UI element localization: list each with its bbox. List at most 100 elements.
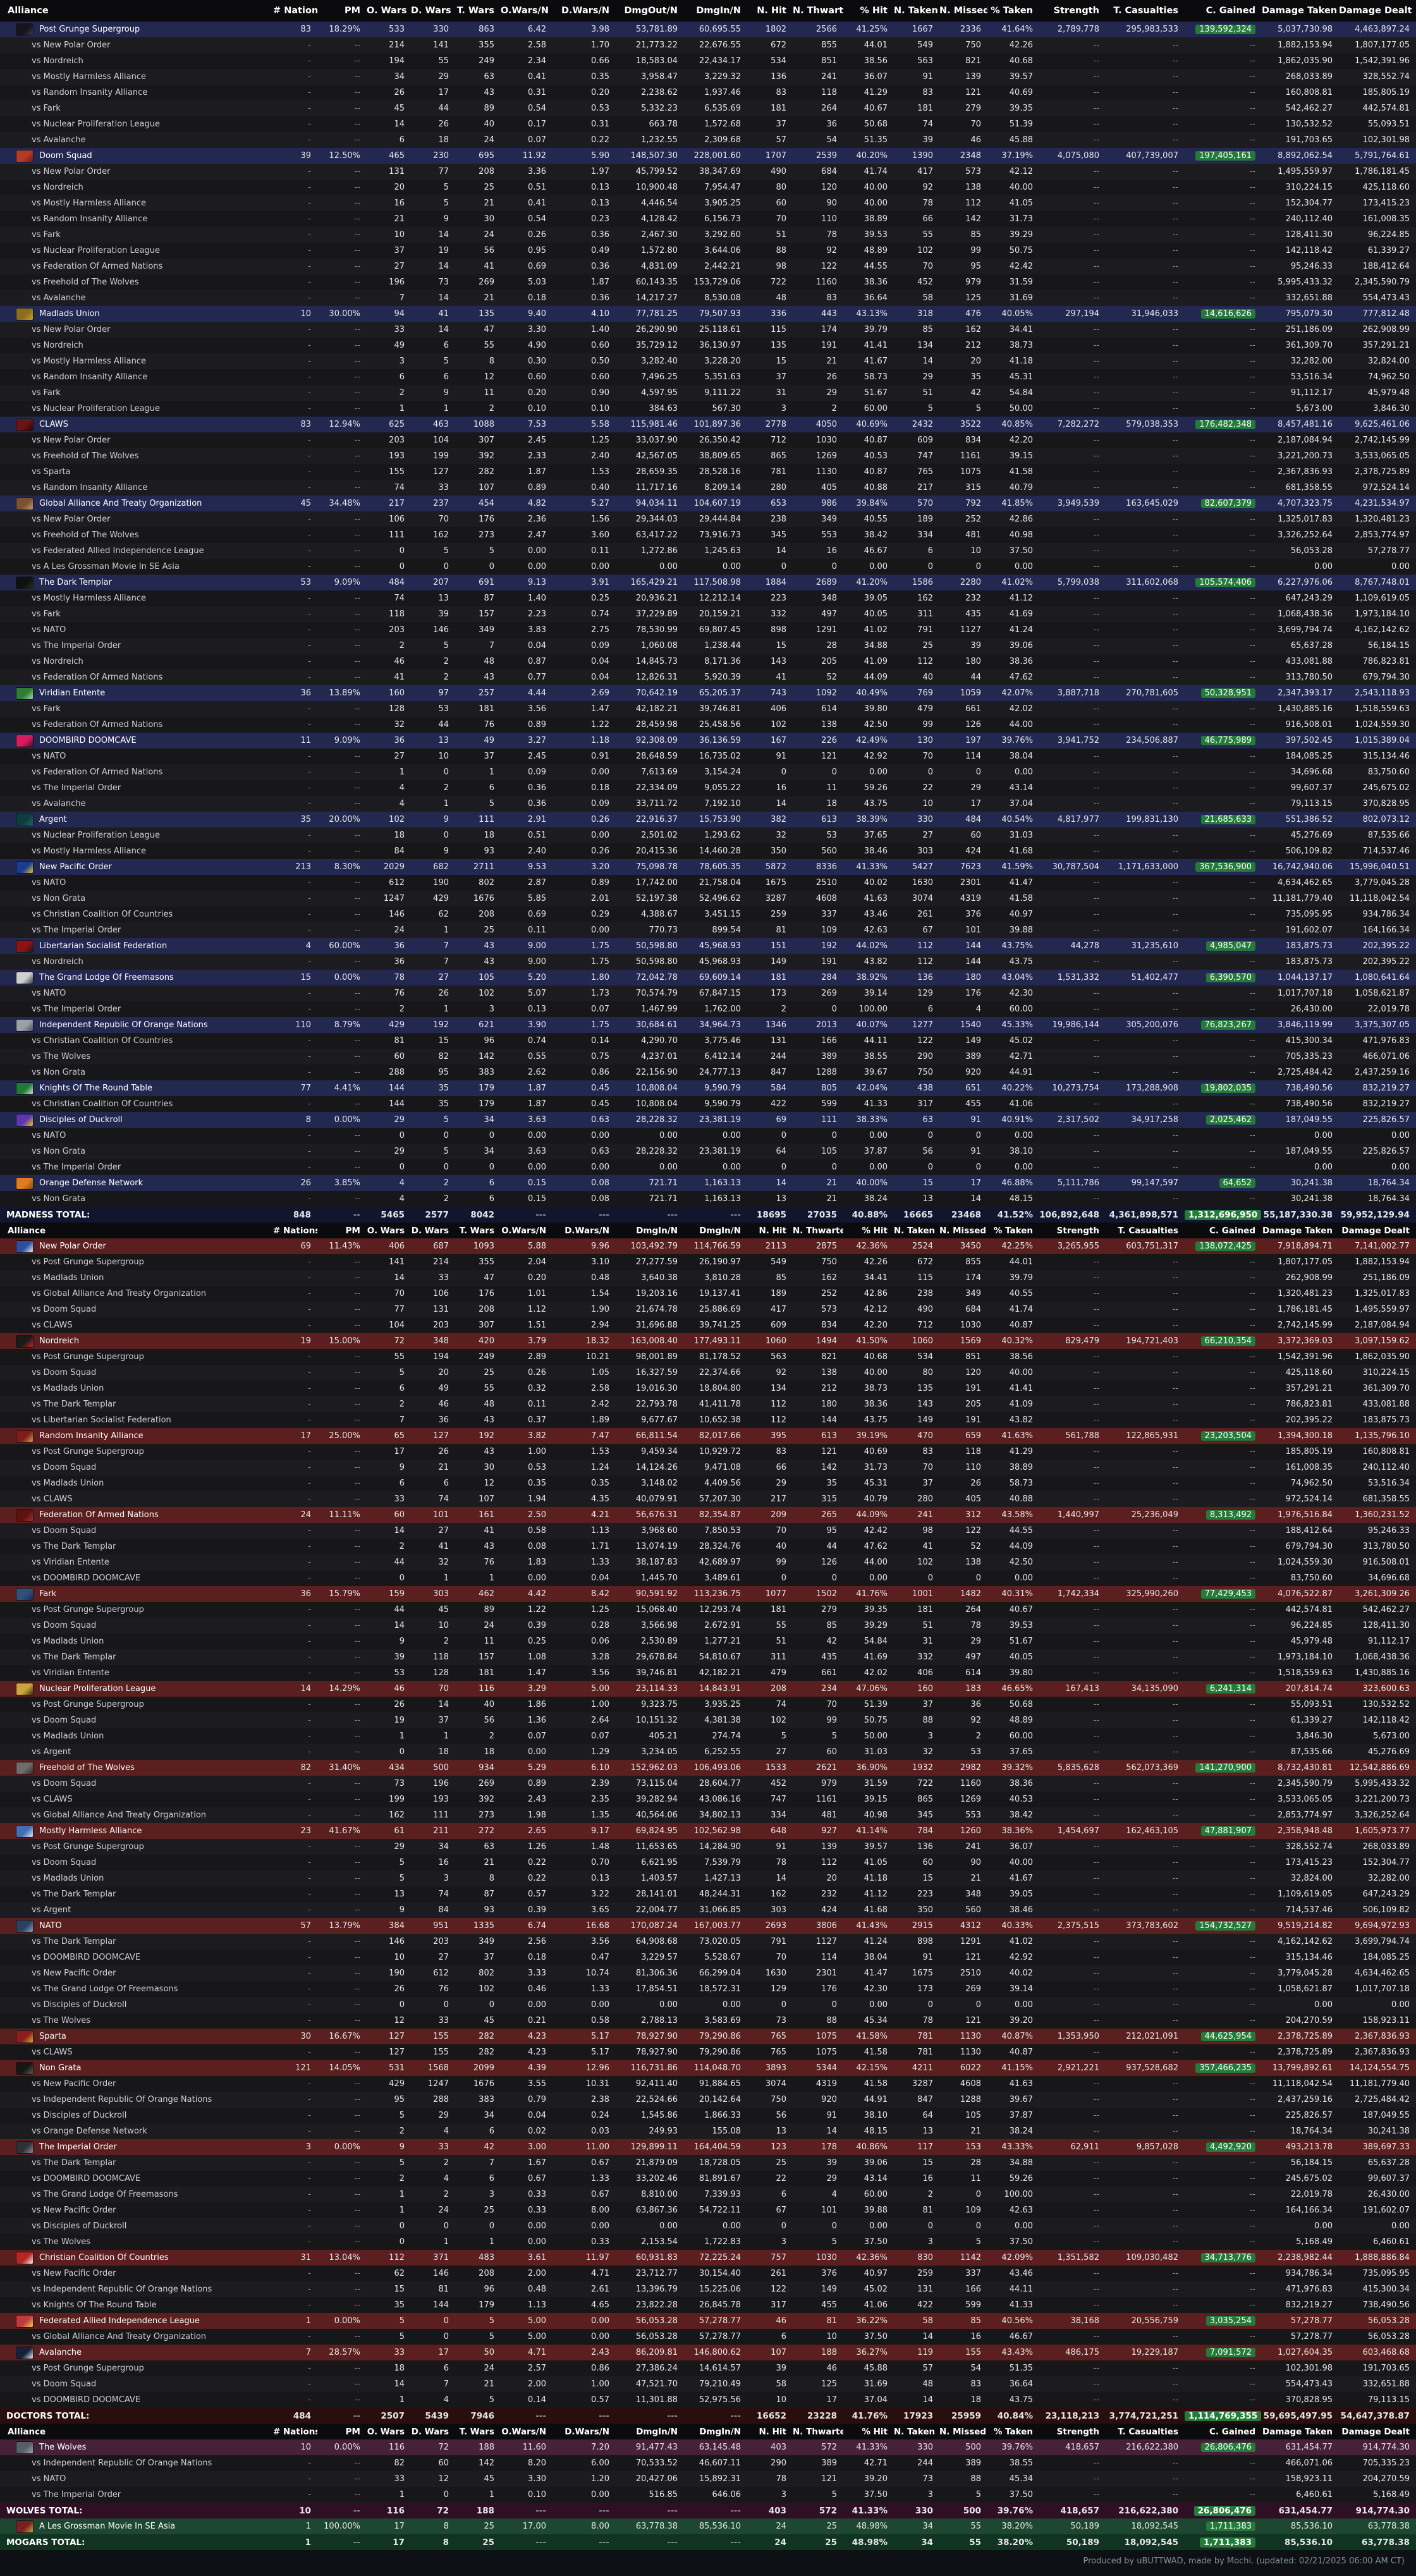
cell-d-wars: 1	[443, 1731, 449, 1741]
cell-pct-taken: 41.58	[1009, 894, 1033, 903]
cell-damage-taken: 2,347,393.17	[1278, 688, 1333, 698]
cell-n-taken: 14	[922, 2395, 933, 2405]
column-header-dmgout-n[interactable]: DmgOut/N	[624, 5, 678, 16]
column-header-n-taken[interactable]: N. Taken	[894, 1225, 936, 1236]
column-header-nations[interactable]: # Nations	[273, 1225, 317, 1236]
column-header-strength[interactable]: Strength	[1056, 1225, 1099, 1236]
cell-nations: -	[308, 657, 311, 666]
column-header-t-casualties[interactable]: T. Casualties	[1113, 5, 1178, 16]
column-header-n-thwarted[interactable]: N. Thwarted	[793, 5, 843, 16]
cell-d-wars-n: 0.45	[591, 1084, 609, 1093]
cell-damage-taken: 705,335.23	[1285, 1052, 1333, 1061]
cell-dmgout-n: 22,156.90	[635, 1068, 678, 1077]
column-header-alliance[interactable]: Alliance	[8, 5, 49, 16]
column-header-o-wars[interactable]: O. Wars	[367, 5, 407, 16]
column-header-n-missed[interactable]: N. Missed	[939, 5, 987, 16]
cell-dmgout-n: 40,564.06	[635, 1810, 678, 1820]
column-header-t-casualties[interactable]: T. Casualties	[1118, 1225, 1178, 1236]
column-header-n-thwarted[interactable]: N. Thwarted	[793, 2426, 843, 2437]
cell-damage-taken: 99,607.37	[1290, 783, 1333, 793]
cell-damage-dealt: 3,261,309.26	[1355, 1589, 1410, 1599]
column-header-pm[interactable]: PM	[345, 1225, 360, 1236]
column-header-t-casualties[interactable]: T. Casualties	[1118, 2426, 1178, 2437]
column-header-dmgout-n[interactable]: DmgIn/N	[636, 2426, 678, 2437]
column-header-damage-dealt[interactable]: Damage Dealt	[1341, 2426, 1410, 2437]
column-header-o-wars-n[interactable]: O.Wars/N	[501, 2426, 546, 2437]
cell-dmgin-n: 18,804.80	[699, 1384, 741, 1393]
cell-damage-taken: 1,973,184.10	[1278, 1652, 1333, 1662]
column-header-pm[interactable]: PM	[344, 5, 360, 16]
cell-nations: -	[308, 1984, 311, 1994]
matchup-sub-row: vs Sparta - -- 155 127 282 1.87 1.53 28,659.35 28…	[0, 464, 1416, 480]
cell-t-casualties: 407,739,007	[1126, 151, 1178, 161]
cell-t-casualties: --	[1172, 783, 1178, 793]
column-header-pct-hit[interactable]: % Hit	[862, 2426, 888, 2437]
cell-dmgout-n: 0.00	[659, 1163, 678, 1172]
cell-damage-taken: 11,118,042.54	[1272, 2079, 1333, 2089]
cell-t-casualties: --	[1172, 641, 1178, 650]
column-header-pct-hit[interactable]: % Hit	[860, 5, 888, 16]
column-header-pct-taken[interactable]: % Taken	[993, 2426, 1033, 2437]
cell-damage-taken: 832,219.27	[1285, 2300, 1333, 2310]
column-header-d-wars-n[interactable]: D.Wars/N	[561, 5, 609, 16]
column-header-c-gained[interactable]: C. Gained	[1205, 5, 1255, 16]
column-header-n-thwarted[interactable]: N. Thwarted	[793, 1225, 843, 1236]
column-header-damage-taken[interactable]: Damage Taken	[1262, 5, 1338, 16]
column-header-t-wars[interactable]: T. Wars	[456, 5, 494, 16]
column-header-c-gained[interactable]: C. Gained	[1209, 2426, 1255, 2437]
cell-n-missed: 174	[965, 1273, 981, 1283]
cell-c-gained: --	[1249, 1368, 1255, 1377]
column-header-t-wars[interactable]: T. Wars	[459, 2426, 494, 2437]
cell-dmgout-n: 103,492.79	[630, 1242, 678, 1251]
column-header-damage-dealt[interactable]: Damage Dealt	[1339, 5, 1412, 16]
column-header-alliance[interactable]: Alliance	[8, 2426, 46, 2437]
column-header-n-missed[interactable]: N. Missed	[939, 2426, 987, 2437]
column-header-damage-dealt[interactable]: Damage Dealt	[1341, 1225, 1410, 1236]
column-header-d-wars[interactable]: D. Wars	[411, 5, 451, 16]
cell-dmgout-n: 721.71	[649, 1178, 678, 1188]
column-header-n-taken[interactable]: N. Taken	[894, 5, 938, 16]
column-header-strength[interactable]: Strength	[1056, 2426, 1099, 2437]
cell-t-casualties: 163,645,029	[1126, 499, 1178, 508]
column-header-o-wars-n[interactable]: O.Wars/N	[501, 5, 549, 16]
column-header-nations[interactable]: # Nations	[273, 5, 317, 16]
cell-pm: --	[354, 1131, 360, 1140]
cell-n-taken: 1586	[912, 578, 933, 587]
column-header-dmgin-n[interactable]: DmgIn/N	[699, 2426, 741, 2437]
column-header-n-hit[interactable]: N. Hit	[759, 2426, 786, 2437]
column-header-dmgin-n[interactable]: DmgIn/N	[699, 1225, 741, 1236]
column-header-n-hit[interactable]: N. Hit	[759, 1225, 786, 1236]
cell-n-taken: 3	[927, 1731, 933, 1741]
cell-t-casualties: --	[1172, 1305, 1178, 1314]
column-header-damage-taken[interactable]: Damage Taken	[1262, 2426, 1333, 2437]
column-header-o-wars[interactable]: O. Wars	[367, 1225, 405, 1236]
column-header-d-wars[interactable]: D. Wars	[411, 1225, 449, 1236]
column-header-pct-hit[interactable]: % Hit	[862, 1225, 888, 1236]
column-header-n-hit[interactable]: N. Hit	[757, 5, 786, 16]
column-header-pm[interactable]: PM	[345, 2426, 360, 2437]
cell-t-casualties: --	[1172, 752, 1178, 761]
column-header-n-missed[interactable]: N. Missed	[939, 1225, 987, 1236]
column-header-strength[interactable]: Strength	[1053, 5, 1099, 16]
column-header-o-wars-n[interactable]: O.Wars/N	[501, 1225, 546, 1236]
cell-d-wars-n: 0.53	[591, 104, 609, 113]
column-header-t-wars[interactable]: T. Wars	[459, 1225, 494, 1236]
cell-strength: --	[1093, 1004, 1099, 1014]
column-header-nations[interactable]: # Nations	[273, 2426, 317, 2437]
column-header-damage-taken[interactable]: Damage Taken	[1262, 1225, 1333, 1236]
column-header-d-wars[interactable]: D. Wars	[411, 2426, 449, 2437]
column-header-alliance[interactable]: Alliance	[8, 1225, 46, 1236]
cell-n-missed: 197	[965, 736, 981, 745]
column-header-pct-taken[interactable]: % Taken	[991, 5, 1033, 16]
column-header-o-wars[interactable]: O. Wars	[367, 2426, 405, 2437]
cell-pct-hit: 34.41	[864, 1273, 888, 1283]
column-header-pct-taken[interactable]: % Taken	[993, 1225, 1033, 1236]
column-header-c-gained[interactable]: C. Gained	[1209, 1225, 1255, 1236]
column-header-n-taken[interactable]: N. Taken	[894, 2426, 936, 2437]
cell-n-thwarted: 389	[821, 1052, 837, 1061]
column-header-d-wars-n[interactable]: D.Wars/N	[565, 2426, 609, 2437]
cell-d-wars-n: 0.26	[591, 846, 609, 856]
column-header-dmgin-n[interactable]: DmgIn/N	[696, 5, 741, 16]
column-header-d-wars-n[interactable]: D.Wars/N	[565, 1225, 609, 1236]
column-header-dmgout-n[interactable]: DmgIn/N	[636, 1225, 678, 1236]
